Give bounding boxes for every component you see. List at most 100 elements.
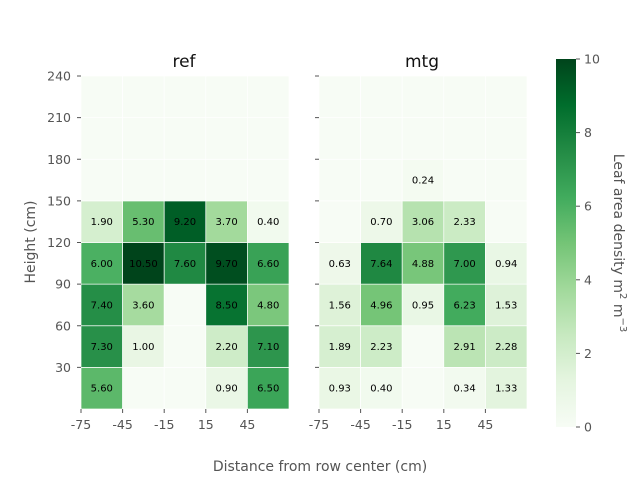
heatmap-cell-ref-r0-c3: [205, 367, 248, 410]
panel-mtg-title: mtg: [405, 52, 439, 72]
heatmap-cell-mtg-r4-c1: [360, 200, 403, 243]
heatmap-cell-ref-r6-c2: [163, 117, 207, 160]
cell-label-mtg-r0-c4: 1.33: [495, 384, 517, 395]
cell-label-mtg-r4-c3: 2.33: [453, 217, 475, 228]
y-tick-label-7: 240: [47, 69, 71, 84]
cell-label-mtg-r2-c4: 1.53: [495, 300, 517, 311]
cell-label-ref-r3-c3: 9.70: [215, 259, 237, 270]
x-tick-label-mtg-2: -15: [392, 417, 412, 432]
colorbar-tick-label-0: 0: [584, 420, 592, 435]
cell-label-ref-r4-c0: 1.90: [91, 217, 113, 228]
panel-ref-y-ticks: 30 60 90 120 150 180 210 240: [47, 69, 81, 375]
heatmap-cell-mtg-r0-c0: [318, 367, 361, 410]
heatmap-cell-ref-r7-c4: [247, 75, 290, 118]
colorbar-label-sup2: −3: [617, 317, 628, 332]
x-tick-label-mtg-1: -45: [350, 417, 370, 432]
x-tick-label-mtg-0: -75: [309, 417, 329, 432]
heatmap-cell-mtg-r7-c3: [443, 75, 486, 118]
x-tick-label-ref-3: 15: [198, 417, 214, 432]
cell-label-mtg-r3-c2: 4.88: [412, 259, 434, 270]
x-tick-label-mtg-3: 15: [436, 417, 452, 432]
heatmap-cell-ref-r4-c3: [205, 200, 248, 243]
heatmap-cell-ref-r3-c0: [80, 242, 123, 285]
heatmap-cell-ref-r7-c3: [205, 75, 248, 118]
y-tick-label-3: 120: [47, 235, 71, 250]
cell-label-ref-r2-c3: 8.50: [215, 300, 237, 311]
cell-label-mtg-r1-c3: 2.91: [453, 342, 475, 353]
heatmap-cell-mtg-r3-c2: [401, 242, 445, 285]
cell-label-ref-r1-c1: 1.00: [132, 342, 154, 353]
colorbar-label-mid: m: [610, 299, 626, 317]
x-tick-label-ref-1: -45: [112, 417, 132, 432]
y-tick-label-1: 60: [55, 318, 71, 333]
heatmap-cell-mtg-r2-c4: [485, 283, 528, 327]
panel-ref-cell-labels: 5.60 0.90 6.50 7.30 1.00 2.20 7.10 7.40 3.60 8.50…: [91, 217, 280, 395]
heatmap-cell-ref-r4-c1: [122, 200, 165, 243]
y-tick-label-5: 180: [47, 152, 71, 167]
colorbar-label-sup1: 2: [617, 293, 628, 299]
cell-label-ref-r3-c4: 6.60: [257, 259, 279, 270]
heatmap-cell-mtg-r0-c4: [485, 367, 528, 410]
panel-ref-x-ticks: -75 -45 -15 15 45: [71, 409, 255, 432]
heatmap-cell-ref-r4-c0: [80, 200, 123, 243]
cell-label-ref-r3-c0: 6.00: [91, 259, 113, 270]
cell-label-ref-r3-c1: 10.50: [129, 259, 158, 270]
colorbar-tick-label-2: 4: [584, 272, 592, 287]
colorbar-label: Leaf area density m2 m−3: [610, 154, 628, 332]
heatmap-cell-ref-r7-c2: [163, 75, 207, 118]
cell-label-ref-r2-c4: 4.80: [257, 300, 279, 311]
y-tick-label-6: 210: [47, 110, 71, 125]
heatmap-cell-ref-r4-c4: [247, 200, 290, 243]
heatmap-cell-ref-r0-c2: [163, 367, 207, 410]
cell-label-ref-r0-c4: 6.50: [257, 384, 279, 395]
heatmap-cell-mtg-r5-c4: [485, 158, 528, 202]
heatmap-cell-ref-r5-c2: [163, 158, 207, 202]
colorbar-gradient: [556, 59, 576, 427]
cell-label-ref-r0-c0: 5.60: [91, 384, 113, 395]
cell-label-ref-r1-c4: 7.10: [257, 342, 279, 353]
panel-ref: 5.60 0.90 6.50 7.30 1.00 2.20 7.10 7.40 3.60 8.50…: [47, 52, 290, 432]
heatmap-cell-ref-r4-c2: [163, 200, 207, 243]
heatmap-cell-mtg-r4-c3: [443, 200, 486, 243]
cell-label-mtg-r2-c3: 6.23: [453, 300, 475, 311]
heatmap-cell-ref-r2-c3: [205, 283, 248, 327]
heatmap-cell-ref-r6-c3: [205, 117, 248, 160]
panel-mtg-cells: [318, 75, 528, 410]
cell-label-mtg-r3-c0: 0.63: [329, 259, 351, 270]
heatmap-cell-ref-r2-c1: [122, 283, 165, 327]
cell-label-mtg-r0-c1: 0.40: [370, 384, 392, 395]
panel-mtg: 0.93 0.40 0.34 1.33 1.89 2.23 2.91 2.28 1.56 4.96…: [309, 52, 528, 432]
heatmap-cell-mtg-r4-c4: [485, 200, 528, 243]
heatmap-cell-mtg-r6-c0: [318, 117, 361, 160]
x-tick-label-ref-0: -75: [71, 417, 91, 432]
cell-label-mtg-r2-c2: 0.95: [412, 300, 434, 311]
cell-label-ref-r2-c0: 7.40: [91, 300, 113, 311]
cell-label-mtg-r4-c2: 3.06: [412, 217, 434, 228]
heatmap-cell-mtg-r1-c0: [318, 325, 361, 368]
heatmap-cell-mtg-r6-c4: [485, 117, 528, 160]
heatmap-cell-mtg-r7-c0: [318, 75, 361, 118]
heatmap-cell-mtg-r1-c2: [401, 325, 445, 368]
cell-label-ref-r4-c4: 0.40: [257, 217, 279, 228]
panel-ref-cells: [80, 75, 290, 410]
x-tick-label-ref-2: -15: [154, 417, 174, 432]
heatmap-cell-ref-r6-c1: [122, 117, 165, 160]
heatmap-cell-mtg-r5-c1: [360, 158, 403, 202]
heatmap-cell-mtg-r7-c2: [401, 75, 445, 118]
y-axis-label: Height (cm): [23, 201, 39, 284]
colorbar-label-main: Leaf area density m: [610, 154, 626, 293]
heatmap-cell-ref-r1-c1: [122, 325, 165, 368]
cell-label-mtg-r5-c2: 0.24: [412, 176, 434, 187]
colorbar-tick-label-1: 2: [584, 346, 592, 361]
heatmap-cell-ref-r2-c4: [247, 283, 290, 327]
cell-label-mtg-r1-c4: 2.28: [495, 342, 517, 353]
cell-label-ref-r2-c1: 3.60: [132, 300, 154, 311]
heatmap-cell-ref-r2-c0: [80, 283, 123, 327]
heatmap-cell-mtg-r5-c0: [318, 158, 361, 202]
cell-label-mtg-r2-c1: 4.96: [370, 300, 392, 311]
heatmap-cell-mtg-r2-c3: [443, 283, 486, 327]
colorbar-tick-label-3: 6: [584, 199, 592, 214]
cell-label-ref-r4-c2: 9.20: [174, 217, 196, 228]
